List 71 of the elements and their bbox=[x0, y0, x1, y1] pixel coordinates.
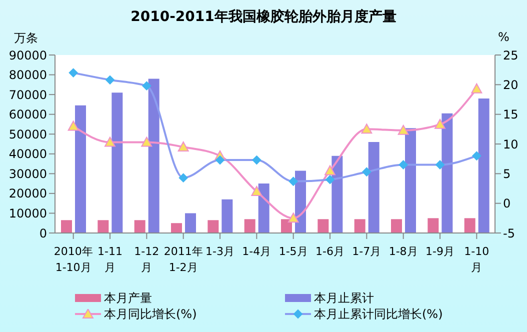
point bbox=[471, 83, 482, 94]
bar bbox=[258, 184, 270, 233]
bar bbox=[185, 213, 196, 233]
point bbox=[324, 165, 336, 176]
bar bbox=[75, 105, 86, 233]
y-tick-label: 50000 bbox=[8, 127, 47, 142]
bar bbox=[464, 218, 476, 233]
bar bbox=[478, 98, 490, 233]
x-tick-label: 1-4月 bbox=[242, 245, 272, 258]
y-tick-label: 60000 bbox=[8, 108, 47, 122]
y-tick-label: 10000 bbox=[8, 206, 47, 220]
point bbox=[251, 186, 262, 196]
y-tick-label: 0 bbox=[39, 226, 47, 240]
x-tick-label: 1-3月 bbox=[206, 245, 234, 258]
y2-tick-label: 25 bbox=[503, 48, 518, 62]
y-tick-label: 70000 bbox=[8, 88, 47, 102]
legend-label: 本月止累计 bbox=[314, 290, 374, 306]
y2-tick-label: 20 bbox=[503, 78, 518, 92]
x-tick-label: 1-10 月 bbox=[464, 245, 490, 274]
x-tick-label: 1-9月 bbox=[426, 245, 454, 258]
bar bbox=[405, 128, 416, 233]
bar bbox=[295, 170, 306, 233]
y-tick-label: 30000 bbox=[8, 166, 47, 181]
y-axis-title: 万条 bbox=[14, 30, 38, 47]
x-tick-label: 2011年 1-2月 bbox=[164, 245, 203, 274]
point bbox=[434, 118, 446, 129]
legend-label: 本月产量 bbox=[104, 290, 152, 306]
bar bbox=[112, 92, 123, 233]
bar bbox=[442, 113, 453, 233]
point bbox=[361, 124, 372, 134]
y-tick-label: 80000 bbox=[8, 68, 47, 82]
point bbox=[178, 141, 189, 152]
bar bbox=[61, 220, 72, 233]
bar bbox=[332, 156, 343, 233]
bar bbox=[148, 78, 160, 233]
bar bbox=[244, 219, 256, 233]
bar bbox=[368, 142, 380, 233]
y2-tick-label: 0 bbox=[503, 196, 511, 211]
y2-tick-label: 10 bbox=[503, 137, 518, 152]
x-tick-label: 2010年 1-10月 bbox=[54, 245, 93, 274]
bar bbox=[281, 219, 292, 233]
x-tick-label: 1-8月 bbox=[388, 245, 418, 258]
chart-title: 2010-2011年我国橡胶轮胎外胎月度产量 bbox=[130, 8, 398, 26]
y2-tick-label: 15 bbox=[503, 108, 518, 122]
bar bbox=[208, 220, 219, 233]
y2-tick-label: 5 bbox=[503, 166, 511, 181]
point bbox=[68, 120, 79, 131]
y-tick-label: 20000 bbox=[8, 186, 47, 201]
x-tick-label: 1-12 月 bbox=[134, 245, 160, 274]
x-tick-label: 1-11 月 bbox=[98, 245, 122, 274]
x-tick-label: 1-7月 bbox=[352, 245, 382, 258]
point bbox=[141, 136, 152, 147]
bar bbox=[98, 220, 109, 233]
bar bbox=[134, 220, 146, 233]
point bbox=[104, 136, 116, 147]
x-tick-label: 1-6月 bbox=[316, 245, 344, 258]
bar bbox=[318, 219, 329, 233]
y2-axis-title: % bbox=[498, 30, 510, 44]
legend-label: 本月止累计同比增长(%) bbox=[314, 306, 443, 322]
y2-tick-label: -5 bbox=[503, 226, 515, 240]
point bbox=[398, 124, 409, 135]
point bbox=[288, 212, 299, 223]
bar bbox=[222, 199, 233, 233]
bar bbox=[171, 223, 182, 233]
bar bbox=[391, 219, 402, 233]
legend-label: 本月同比增长(%) bbox=[104, 306, 197, 322]
bar bbox=[354, 219, 366, 233]
bar bbox=[428, 218, 439, 233]
y-tick-label: 90000 bbox=[8, 48, 47, 62]
x-tick-label: 1-5月 bbox=[278, 245, 308, 258]
y-tick-label: 40000 bbox=[8, 147, 47, 162]
